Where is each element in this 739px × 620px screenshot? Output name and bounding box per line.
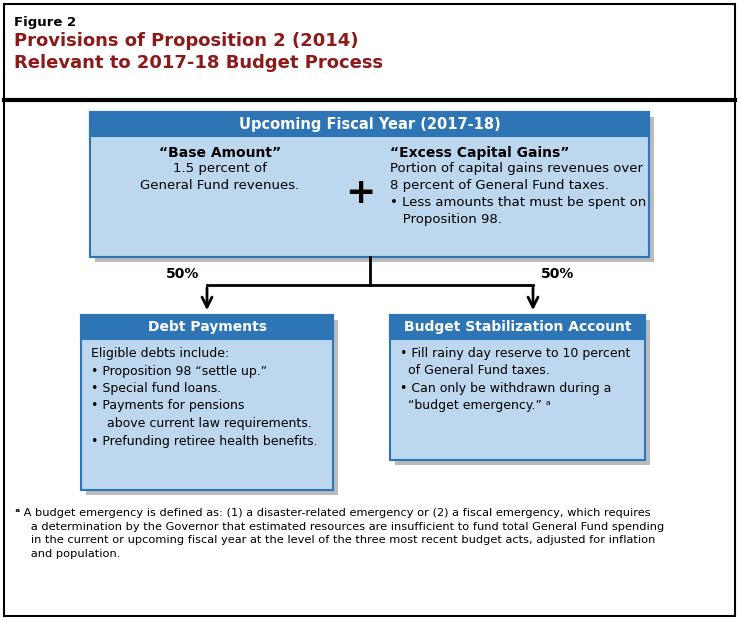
Text: “Excess Capital Gains”: “Excess Capital Gains” (390, 146, 569, 160)
Bar (81, 315, 333, 490)
Text: Upcoming Fiscal Year (2017-18): Upcoming Fiscal Year (2017-18) (239, 117, 500, 131)
Bar (390, 315, 645, 339)
Bar (81, 315, 333, 339)
Text: Debt Payments: Debt Payments (148, 320, 267, 334)
Text: Provisions of Proposition 2 (2014)
Relevant to 2017-18 Budget Process: Provisions of Proposition 2 (2014) Relev… (14, 32, 383, 71)
Bar (86, 320, 338, 495)
Text: “Base Amount”: “Base Amount” (159, 146, 281, 160)
Bar (90, 112, 649, 257)
Text: A budget emergency is defined as: (1) a disaster-related emergency or (2) a fisc: A budget emergency is defined as: (1) a … (20, 508, 664, 559)
Bar (390, 315, 645, 460)
Text: +: + (345, 176, 375, 210)
Bar (95, 117, 654, 262)
Text: 50%: 50% (541, 267, 574, 281)
Text: Portion of capital gains revenues over
8 percent of General Fund taxes.
• Less a: Portion of capital gains revenues over 8… (390, 162, 646, 226)
Text: 1.5 percent of
General Fund revenues.: 1.5 percent of General Fund revenues. (140, 162, 299, 192)
Text: ᵃ: ᵃ (14, 508, 19, 518)
Text: Figure 2: Figure 2 (14, 16, 76, 29)
Text: • Fill rainy day reserve to 10 percent
  of General Fund taxes.
• Can only be wi: • Fill rainy day reserve to 10 percent o… (400, 347, 630, 412)
Bar (395, 320, 650, 465)
Bar (90, 112, 649, 136)
Text: Budget Stabilization Account: Budget Stabilization Account (403, 320, 631, 334)
Text: Eligible debts include:
• Proposition 98 “settle up.”
• Special fund loans.
• Pa: Eligible debts include: • Proposition 98… (91, 347, 318, 448)
Text: 50%: 50% (166, 267, 199, 281)
